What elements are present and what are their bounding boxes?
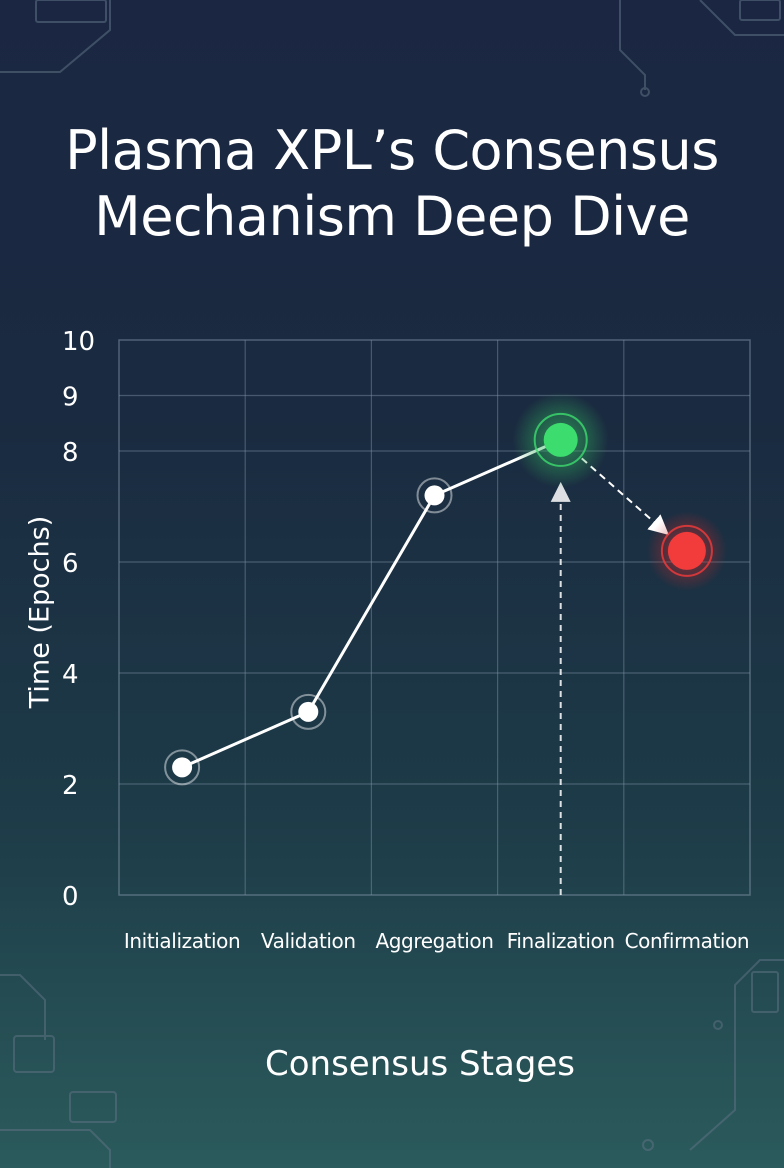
y-tick-labels: 0 2 4 6 8 9 10	[62, 327, 95, 912]
x-tick-label: Aggregation	[375, 929, 493, 953]
chart-title: Plasma XPL’s Consensus Mechanism Deep Di…	[0, 118, 784, 250]
data-point	[172, 757, 193, 778]
chart-title-line-1: Plasma XPL’s Consensus	[65, 119, 719, 182]
data-point-ring	[290, 693, 327, 730]
alert-point-ring	[660, 524, 713, 577]
y-tick-label: 10	[62, 327, 95, 357]
x-tick-label: Confirmation	[625, 929, 750, 953]
y-tick-label: 9	[62, 383, 79, 413]
highlight-data-point	[543, 422, 578, 457]
y-axis-label: Time (Epochs)	[24, 515, 56, 709]
highlight-point-ring	[533, 412, 588, 467]
annotation-arrows	[550, 457, 669, 895]
plot-frame	[118, 339, 751, 896]
series-line	[181, 438, 562, 769]
y-tick-label: 4	[62, 660, 79, 690]
x-axis-label: Consensus Stages	[264, 1044, 576, 1084]
y-tick-label: 0	[62, 882, 79, 912]
y-tick-label: 2	[62, 771, 79, 801]
y-tick-label: 8	[62, 438, 79, 468]
chart-title-line-2: Mechanism Deep Dive	[94, 185, 690, 248]
y-tick-label: 6	[62, 549, 79, 579]
series-polyline	[181, 438, 562, 769]
data-point	[298, 701, 319, 722]
alert-data-point	[667, 531, 706, 570]
x-tick-label: Validation	[261, 929, 356, 953]
x-tick-labels: Initialization Validation Aggregation Final…	[124, 929, 750, 953]
data-points	[164, 391, 727, 786]
x-tick-label: Initialization	[124, 929, 240, 953]
data-point-ring	[164, 749, 201, 786]
grid-lines	[118, 339, 751, 896]
x-tick-label: Finalization	[507, 929, 615, 953]
data-point-ring	[416, 477, 453, 514]
data-point	[424, 485, 445, 506]
